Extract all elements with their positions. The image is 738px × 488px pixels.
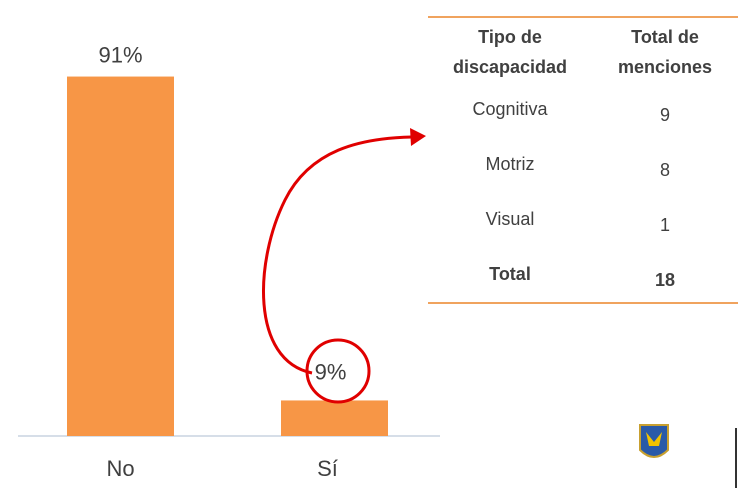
- table-row: Total 18: [428, 247, 738, 303]
- arrow: [261, 135, 413, 375]
- count-cell: 18: [654, 270, 676, 290]
- count-cell: 9: [659, 105, 670, 125]
- type-cell: Total: [489, 264, 531, 284]
- type-cell: Motriz: [485, 154, 535, 174]
- bar: [67, 76, 174, 437]
- value-label: 91%: [98, 42, 142, 67]
- table-row: Motriz 8: [428, 137, 738, 192]
- x-tick-label: Sí: [317, 456, 338, 481]
- mentions-table: Tipo de discapacidad Total de menciones …: [428, 16, 738, 304]
- type-cell: Cognitiva: [472, 99, 548, 119]
- logo: [639, 424, 737, 488]
- table-row: Visual 1: [428, 192, 738, 247]
- value-label: 9%: [315, 359, 347, 384]
- x-tick-label: No: [106, 456, 134, 481]
- header-cell: Total de menciones: [617, 27, 713, 77]
- arrow-head: [410, 128, 426, 146]
- count-cell: 8: [659, 160, 670, 180]
- highlight-circle: [305, 338, 371, 404]
- count-cell: 1: [659, 215, 670, 235]
- table-row: Cognitiva 9: [428, 82, 738, 137]
- header-cell: Tipo de discapacidad: [452, 27, 568, 77]
- type-cell: Visual: [485, 209, 535, 229]
- bar: [281, 400, 388, 436]
